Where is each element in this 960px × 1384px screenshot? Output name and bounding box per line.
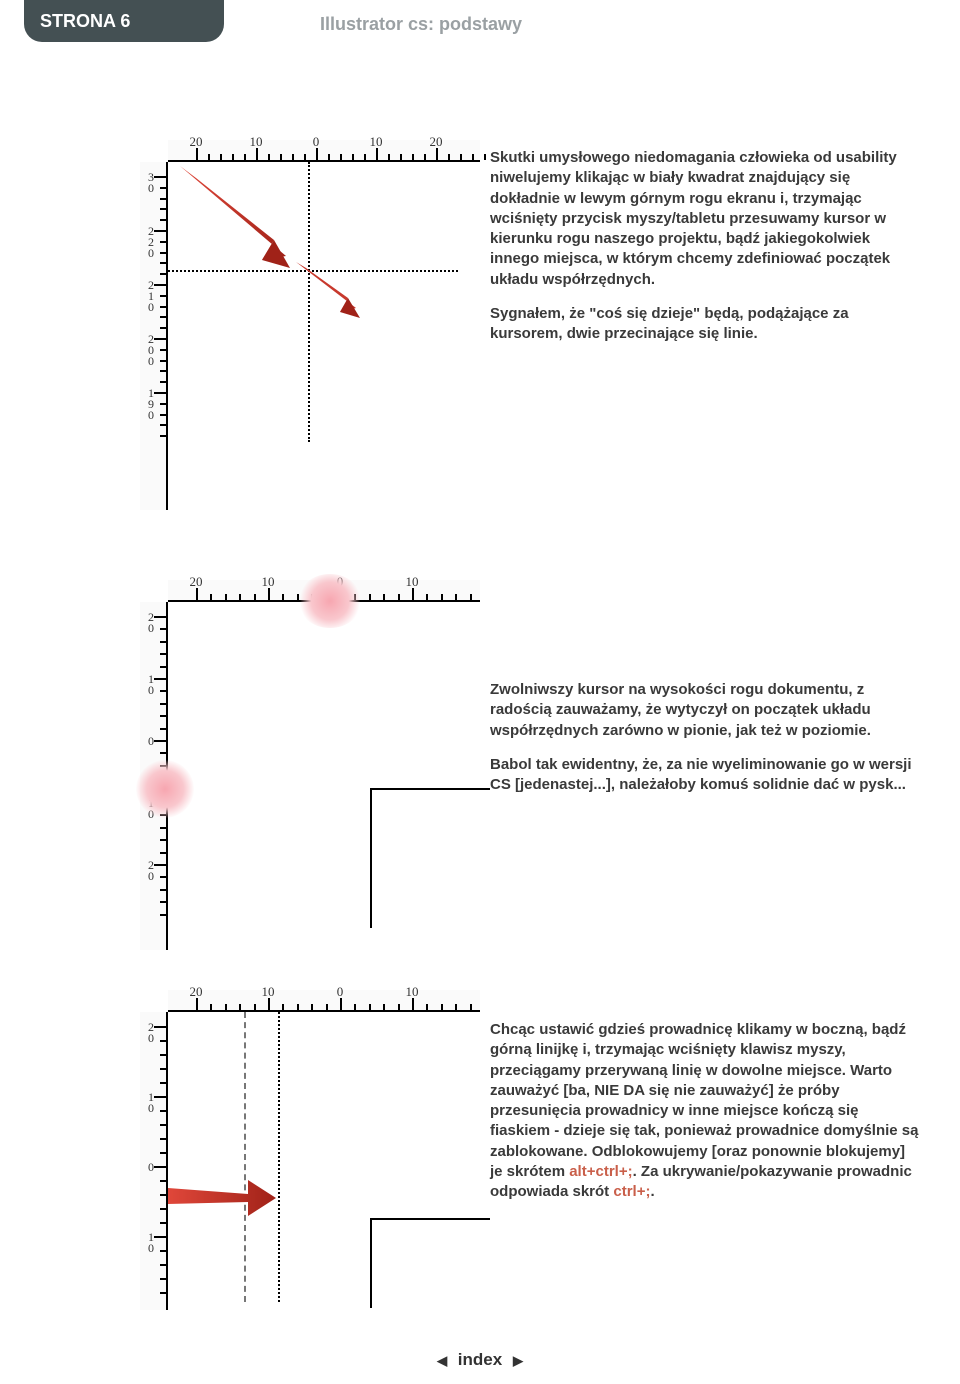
prev-icon[interactable]: ◀	[431, 1353, 453, 1368]
shortcut-text: alt+ctrl+;	[569, 1163, 632, 1180]
paragraph-text: Skutki umysłowego niedomagania człowieka…	[490, 148, 920, 290]
next-icon[interactable]: ▶	[507, 1353, 529, 1368]
page-number-tab: STRONA 6	[24, 0, 224, 42]
shortcut-text: ctrl+;	[613, 1183, 650, 1200]
canvas-edge	[370, 1218, 372, 1308]
vertical-ruler-2: 201001020	[140, 602, 168, 950]
horizontal-ruler-2: 2010010	[168, 580, 480, 602]
paragraph-block-2: Zwolniwszy kursor na wysokości rogu doku…	[490, 680, 920, 809]
vertical-ruler-1: 30220210200190	[140, 162, 168, 510]
paragraph-text: Sygnałem, że "coś się dzieje" będą, podą…	[490, 304, 920, 345]
paragraph-block-3: Chcąc ustawić gdzieś prowadnicę klikamy …	[490, 1020, 920, 1216]
horizontal-ruler-3: 2010010	[168, 990, 480, 1012]
horizontal-ruler-1: 201001020	[168, 140, 480, 162]
figure-section-1: 201001020 30220210200190 Skutki umysłowe…	[140, 140, 920, 510]
paragraph-segment: Chcąc ustawić gdzieś prowadnicę klikamy …	[490, 1021, 918, 1180]
paragraph-text: Babol tak ewidentny, że, za nie wyelimin…	[490, 755, 920, 796]
paragraph-block-1: Skutki umysłowego niedomagania człowieka…	[490, 148, 920, 358]
arrow-icon	[290, 258, 360, 318]
canvas-edge	[370, 788, 490, 790]
page-title: Illustrator cs: podstawy	[320, 14, 522, 35]
index-link[interactable]: index	[458, 1350, 502, 1369]
page-number-label: STRONA 6	[40, 11, 130, 31]
canvas-edge	[370, 1218, 490, 1220]
footer-nav: ◀ index ▶	[0, 1350, 960, 1370]
paragraph-text: Zwolniwszy kursor na wysokości rogu doku…	[490, 680, 920, 741]
figure-section-3: 2010010 2010010 Chcąc ustawić gdzieś pro…	[140, 990, 920, 1310]
guide-dashed	[278, 1012, 280, 1302]
canvas-edge	[370, 788, 372, 928]
paragraph-text: Chcąc ustawić gdzieś prowadnicę klikamy …	[490, 1020, 920, 1202]
page-header: STRONA 6 Illustrator cs: podstawy	[0, 0, 960, 56]
guide-horizontal	[168, 270, 458, 272]
figure-section-2: 2010010 201001020 Zwolniwszy kursor na w…	[140, 580, 920, 950]
guide-solid	[244, 1012, 246, 1302]
arrow-icon	[166, 1174, 276, 1220]
paragraph-segment: .	[650, 1183, 654, 1200]
arrow-icon	[170, 160, 290, 270]
vertical-ruler-3: 2010010	[140, 1012, 168, 1310]
guide-vertical	[308, 162, 310, 442]
